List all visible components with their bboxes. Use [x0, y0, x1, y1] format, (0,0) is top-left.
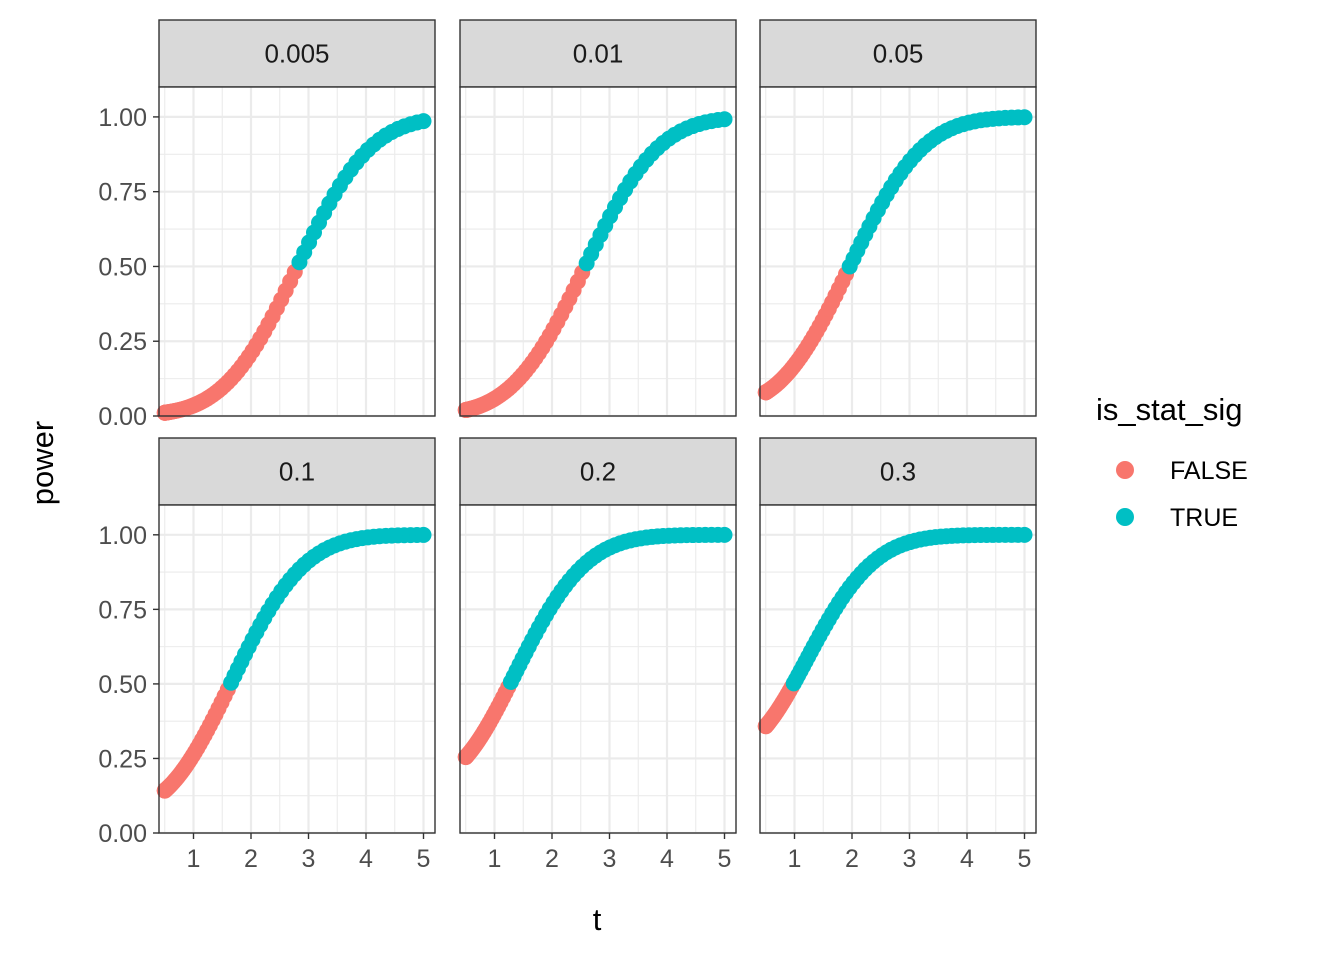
y-tick-label: 1.00: [98, 522, 147, 550]
facet-strip: [158, 437, 436, 506]
x-tick-label: 2: [845, 845, 859, 873]
y-tick-label: 0.00: [98, 820, 147, 848]
y-tick-label: 1.00: [98, 104, 147, 132]
x-tick-label: 3: [903, 845, 917, 873]
panel-border: [158, 504, 436, 834]
data-point-true: [1016, 109, 1033, 126]
y-axis-title: power: [25, 421, 60, 505]
x-axis-title: t: [593, 902, 602, 937]
facet-strip: [459, 437, 737, 506]
facet-strip-label: 0.3: [880, 457, 916, 487]
legend-title: is_stat_sig: [1096, 392, 1242, 427]
y-tick-label: 0.75: [98, 179, 147, 207]
panel-background: [159, 505, 435, 833]
x-tick-label: 1: [187, 845, 201, 873]
panel-border: [459, 86, 737, 417]
y-tick-label: 0.75: [98, 596, 147, 624]
legend-label-true: TRUE: [1170, 504, 1238, 532]
data-point-true: [716, 526, 733, 543]
y-tick-label: 0.50: [98, 671, 147, 699]
x-tick-label: 5: [1018, 845, 1032, 873]
x-tick-label: 4: [359, 845, 373, 873]
panel-border: [158, 86, 436, 417]
facet-panel-0.1: 0.1 0.00 0.25 0.50 0.75 1.00 1 2 3 4 5: [98, 437, 436, 873]
x-tick-label: 3: [302, 845, 316, 873]
facet-panel-0.005: 0.005 0.00 0.25 0.50 0.75 1.00: [98, 19, 436, 431]
legend-key-false: [1116, 461, 1134, 479]
data-point-true: [1016, 526, 1033, 543]
facet-panel-0.2: 0.2 1 2 3 4 5: [457, 437, 737, 873]
x-tick-label: 1: [488, 845, 502, 873]
data-point-true: [415, 526, 432, 543]
facet-panel-0.3: 0.3 1 2 3 4 5: [757, 437, 1037, 873]
y-tick-label: 0.25: [98, 745, 147, 773]
facet-strip-label: 0.1: [279, 457, 315, 487]
y-tick-label: 0.25: [98, 328, 147, 356]
panel-border: [759, 86, 1037, 417]
x-tick-label: 3: [603, 845, 617, 873]
panel-border: [759, 504, 1037, 834]
facet-strip-label: 0.05: [873, 39, 924, 69]
data-point-true: [716, 111, 733, 128]
facet-panel-0.01: 0.01: [457, 19, 737, 419]
facet-strip: [759, 19, 1037, 88]
facet-panel-0.05: 0.05: [757, 19, 1037, 418]
y-tick-label: 0.50: [98, 253, 147, 281]
x-tick-label: 4: [660, 845, 674, 873]
x-tick-label: 5: [718, 845, 732, 873]
x-tick-label: 5: [417, 845, 431, 873]
x-tick-label: 2: [244, 845, 258, 873]
x-tick-label: 4: [960, 845, 974, 873]
x-tick-label: 1: [788, 845, 802, 873]
panel-border: [459, 504, 737, 834]
y-tick-label: 0.00: [98, 403, 147, 431]
facet-strip-label: 0.01: [573, 39, 624, 69]
facet-strip-label: 0.2: [580, 457, 616, 487]
legend-key-true: [1116, 508, 1134, 526]
facet-strip-label: 0.005: [264, 39, 329, 69]
legend: is_stat_sig FALSE TRUE: [1096, 392, 1248, 532]
x-tick-label: 2: [545, 845, 559, 873]
facet-strip: [158, 19, 436, 88]
legend-label-false: FALSE: [1170, 457, 1248, 485]
data-point-true: [415, 113, 432, 130]
